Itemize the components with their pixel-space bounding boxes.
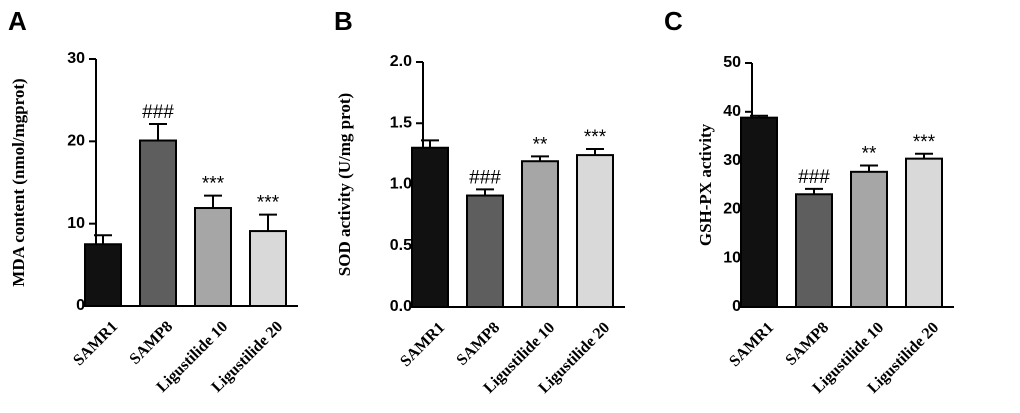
y-tick-label: 0.0 bbox=[390, 298, 412, 315]
panel-letter: C bbox=[664, 6, 683, 36]
y-tick-label: 1.5 bbox=[390, 114, 412, 131]
y-tick-label: 0.5 bbox=[390, 237, 412, 254]
bar-ligustilide-10 bbox=[850, 170, 888, 308]
category-label: SAMR1 bbox=[397, 319, 448, 370]
y-axis-title: SOD activity (U/mg prot) bbox=[335, 93, 354, 276]
significance-three-star: *** bbox=[202, 174, 225, 195]
significance-hash: ### bbox=[142, 102, 174, 123]
category-label: SAMR1 bbox=[70, 318, 121, 369]
panel-c: C GSH-PX activity 0 10 20 30 40 50 SAMR1 ### SAMP8… bbox=[664, 6, 954, 397]
panel-letter: A bbox=[8, 6, 27, 36]
category-label: SAMP8 bbox=[126, 318, 176, 368]
bar-ligustilide-20 bbox=[576, 154, 614, 308]
y-axis-title: MDA content (nmol/mgprot) bbox=[9, 78, 28, 286]
bar-ligustilide-10 bbox=[194, 207, 232, 307]
y-tick-label: 10 bbox=[723, 249, 741, 266]
y-tick-label: 10 bbox=[67, 215, 85, 232]
bar-samp8 bbox=[466, 194, 504, 308]
significance-two-star: ** bbox=[533, 134, 548, 155]
category-label: SAMR1 bbox=[726, 319, 777, 370]
bar-samr1 bbox=[84, 243, 122, 307]
y-tick-label: 0 bbox=[732, 298, 741, 315]
bar-ligustilide-10 bbox=[521, 160, 559, 308]
y-tick-label: 0 bbox=[76, 297, 85, 314]
y-tick-label: 1.0 bbox=[390, 176, 412, 193]
bar-samp8 bbox=[795, 193, 833, 308]
panel-letter: B bbox=[334, 6, 353, 36]
significance-three-star: *** bbox=[584, 127, 607, 148]
bar-samr1 bbox=[740, 116, 778, 308]
y-tick-label: 20 bbox=[67, 133, 85, 150]
bar-samp8 bbox=[139, 139, 177, 307]
bar-samr1 bbox=[411, 146, 449, 308]
y-tick-label: 20 bbox=[723, 201, 741, 218]
significance-two-star: ** bbox=[862, 143, 877, 164]
category-label: SAMP8 bbox=[453, 319, 503, 369]
y-tick-label: 40 bbox=[723, 103, 741, 120]
y-tick-label: 50 bbox=[723, 54, 741, 71]
y-tick-label: 30 bbox=[67, 50, 85, 67]
significance-three-star: *** bbox=[913, 132, 936, 153]
bar-ligustilide-20 bbox=[249, 230, 287, 307]
y-tick-label: 2.0 bbox=[390, 53, 412, 70]
significance-three-star: *** bbox=[257, 193, 280, 214]
bar-ligustilide-20 bbox=[905, 157, 943, 308]
significance-hash: ### bbox=[469, 167, 501, 188]
panel-b: B SOD activity (U/mg prot) 0.0 0.5 1.0 1.5 2.0… bbox=[334, 6, 625, 397]
y-axis-title: GSH-PX activity bbox=[696, 123, 715, 246]
y-tick-label: 30 bbox=[723, 152, 741, 169]
category-label: SAMP8 bbox=[782, 319, 832, 369]
panel-a: A MDA content (nmol/mgprot) 0 10 20 30 SAMR1 ##… bbox=[8, 6, 298, 396]
significance-hash: ### bbox=[798, 167, 830, 188]
